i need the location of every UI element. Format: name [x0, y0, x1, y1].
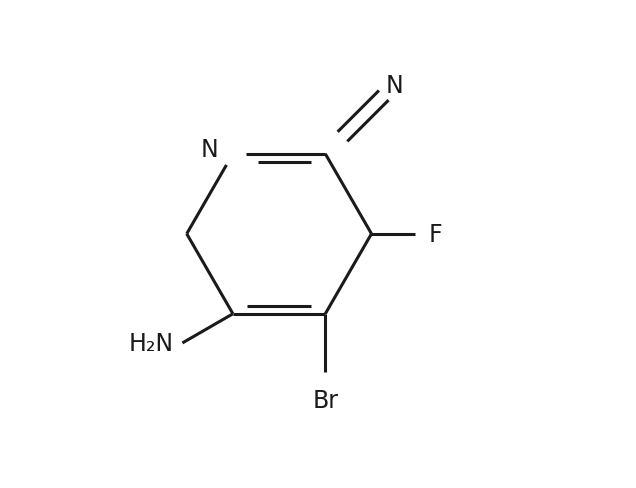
Text: N: N	[385, 74, 403, 98]
Text: H₂N: H₂N	[128, 331, 174, 355]
Text: F: F	[429, 223, 443, 246]
Text: Br: Br	[312, 388, 338, 412]
Text: N: N	[200, 138, 218, 162]
